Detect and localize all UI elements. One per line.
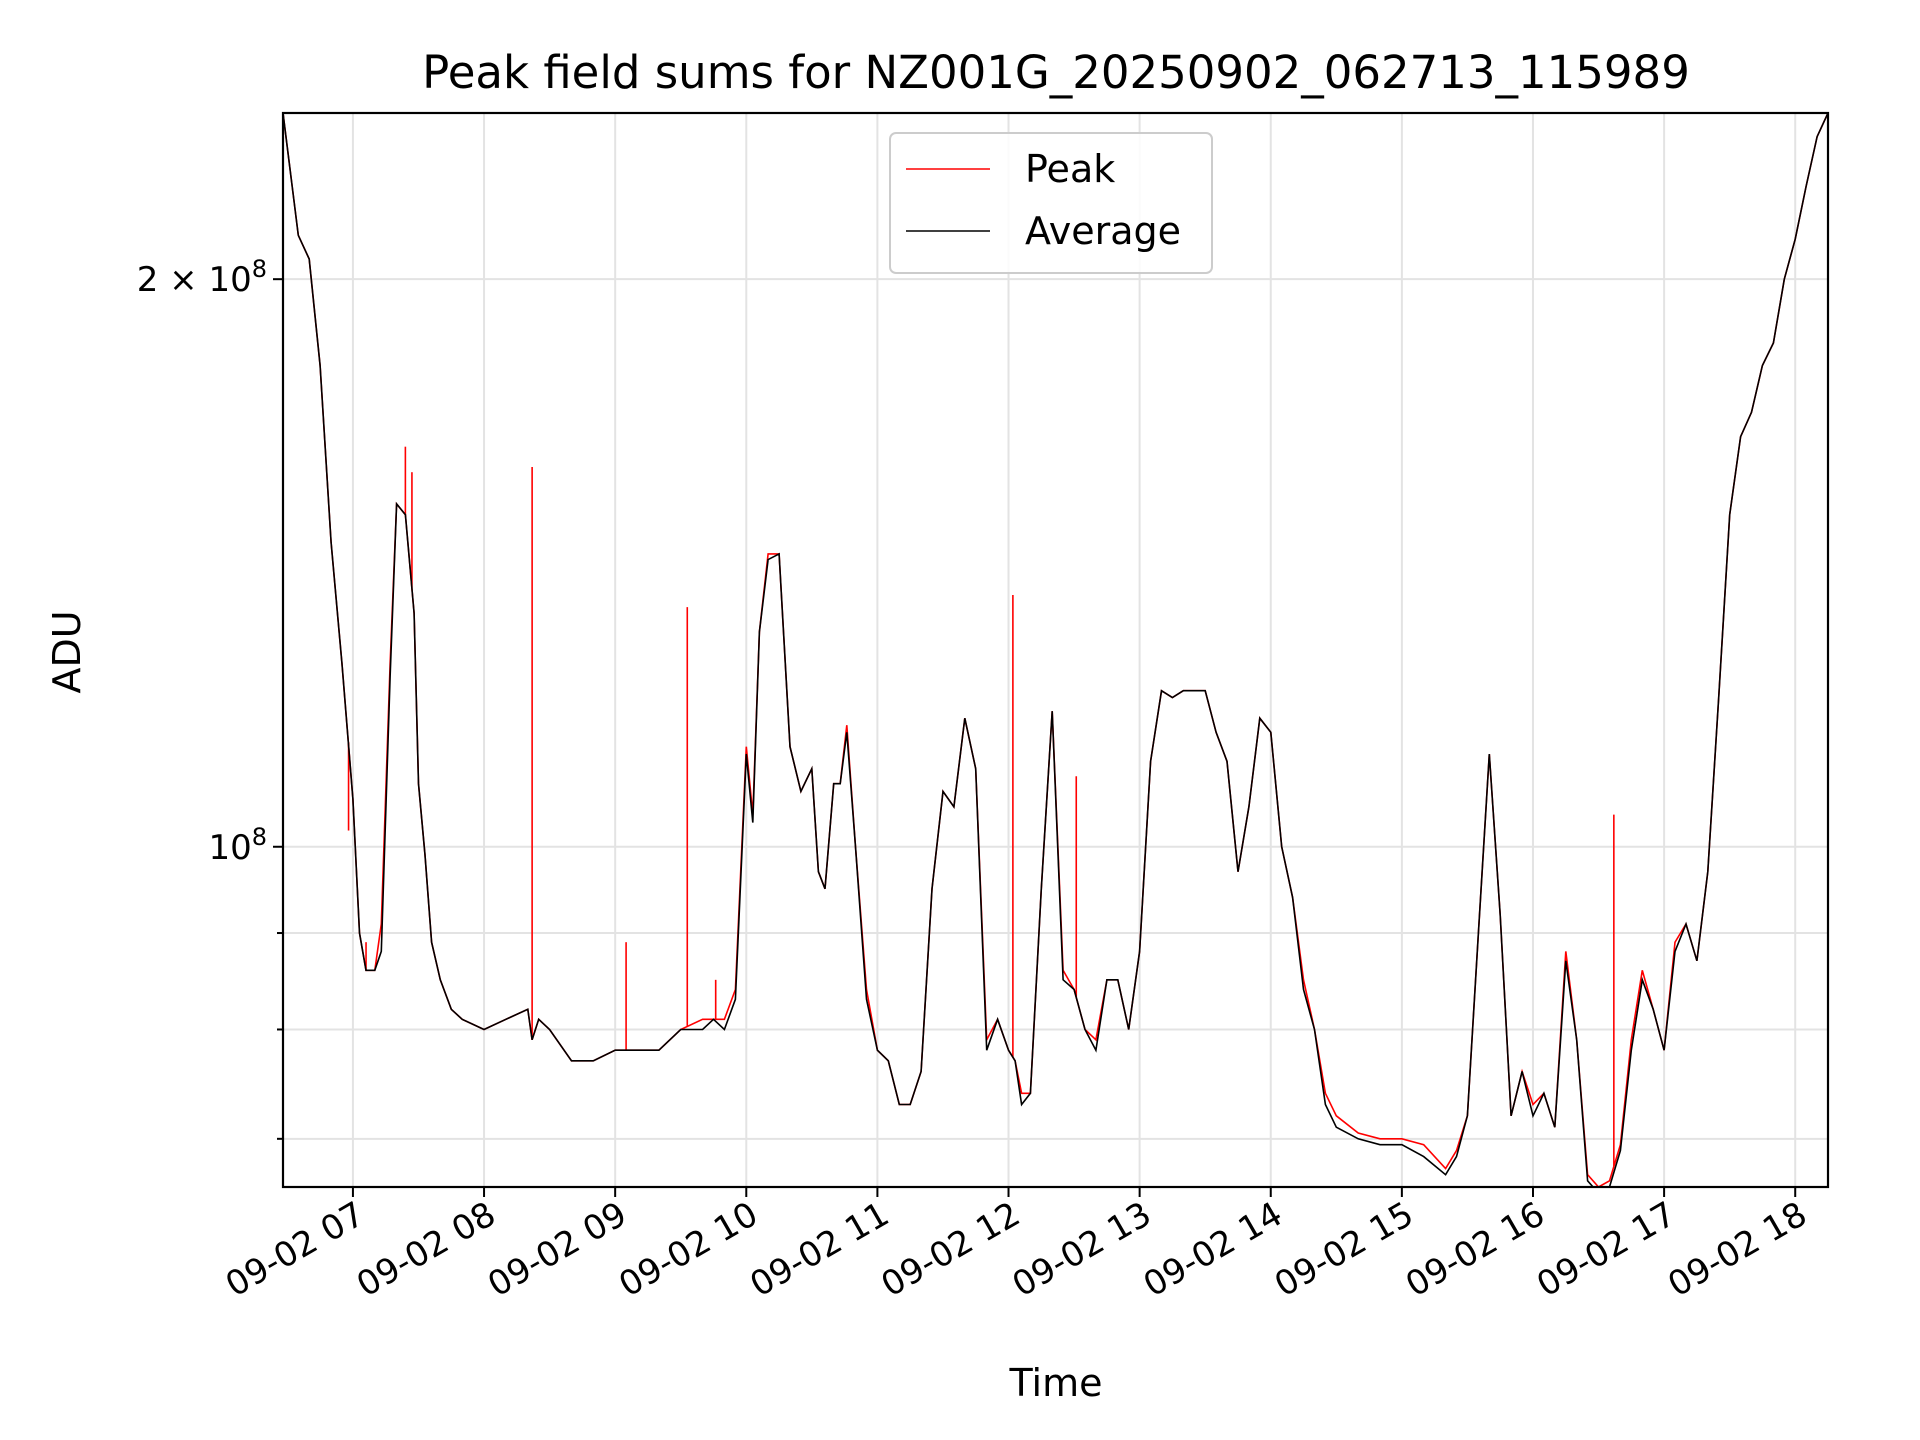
y-tick-exponent: 8 (252, 823, 267, 851)
legend-label-peak: Peak (1025, 147, 1115, 191)
legend-label-average: Average (1025, 209, 1181, 253)
y-axis-label: ADU (45, 610, 89, 693)
y-tick-label: 108 (208, 823, 267, 868)
grid (283, 113, 1828, 1187)
series-average-line (283, 113, 1828, 1187)
chart-title: Peak field sums for NZ001G_20250902_0627… (422, 46, 1690, 99)
plot-frame (281, 111, 1830, 1189)
y-tick-base: 10 (208, 828, 251, 868)
y-tick-base: 2 × 10 (137, 260, 252, 300)
legend-box (889, 132, 1213, 274)
x-axis-label: Time (1009, 1361, 1103, 1405)
legend: Peak Average (889, 132, 1213, 274)
y-tick-exponent: 8 (252, 255, 267, 283)
series-layer (283, 113, 1828, 1187)
y-tick-label: 2 × 108 (137, 255, 267, 300)
